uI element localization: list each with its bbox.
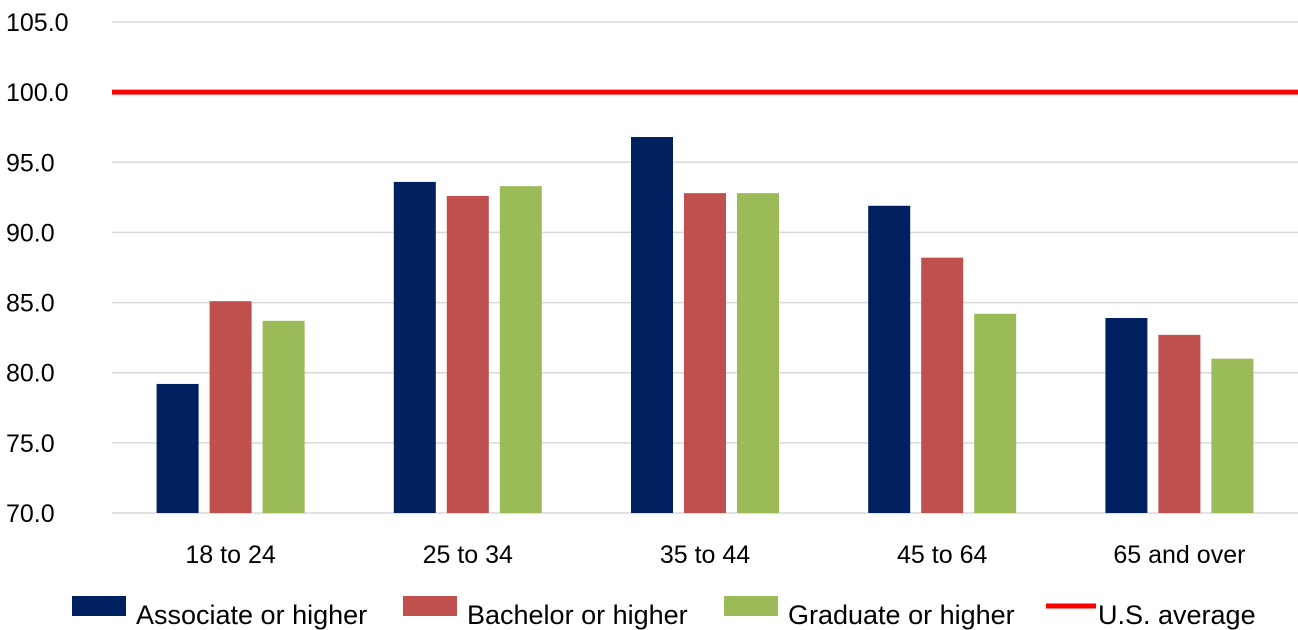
y-tick-label: 70.0 — [6, 500, 55, 528]
y-tick-label: 80.0 — [6, 360, 55, 388]
legend-swatch — [724, 596, 778, 616]
x-category-label: 25 to 34 — [423, 541, 513, 569]
x-category-label: 18 to 24 — [185, 541, 275, 569]
legend: Associate or higher Bachelor or higher Gra… — [72, 596, 1256, 630]
bar-graduate-or-higher-65-and-over — [1211, 358, 1254, 513]
legend-label: Graduate or higher — [788, 600, 1015, 630]
y-axis-tick-labels: 70.0 75.0 80.0 85.0 90.0 95.0 100.0 105.0 — [6, 9, 69, 528]
bar-series — [156, 137, 1254, 514]
bar-associate-or-higher-65-and-over — [1105, 318, 1148, 513]
x-category-label: 35 to 44 — [660, 541, 750, 569]
legend-label: U.S. average — [1098, 600, 1256, 630]
bar-associate-or-higher-25-to-34 — [393, 181, 436, 513]
y-tick-label: 90.0 — [6, 219, 55, 247]
y-tick-label: 105.0 — [6, 9, 69, 37]
y-tick-label: 95.0 — [6, 149, 55, 177]
bar-graduate-or-higher-35-to-44 — [737, 193, 779, 514]
bar-graduate-or-higher-45-to-64 — [974, 313, 1017, 513]
bar-associate-or-higher-45-to-64 — [868, 205, 911, 513]
bar-bachelor-or-higher-18-to-24 — [209, 301, 252, 513]
bar-bachelor-or-higher-25-to-34 — [446, 195, 489, 513]
legend-label: Bachelor or higher — [467, 600, 688, 630]
legend-swatch — [72, 596, 126, 616]
x-axis-category-labels: 18 to 24 25 to 34 35 to 44 45 to 64 65 and o… — [185, 541, 1245, 569]
bar-associate-or-higher-18-to-24 — [156, 383, 199, 513]
bar-associate-or-higher-35-to-44 — [631, 137, 673, 513]
x-category-label: 65 and over — [1113, 541, 1245, 569]
legend-label: Associate or higher — [136, 600, 367, 630]
bar-graduate-or-higher-18-to-24 — [262, 320, 305, 513]
y-tick-label: 100.0 — [6, 79, 69, 107]
bar-bachelor-or-higher-35-to-44 — [684, 193, 726, 514]
bar-graduate-or-higher-25-to-34 — [499, 186, 542, 514]
y-tick-label: 85.0 — [6, 290, 55, 318]
bar-bachelor-or-higher-65-and-over — [1158, 334, 1201, 513]
x-category-label: 45 to 64 — [897, 541, 987, 569]
legend-swatch — [403, 596, 457, 616]
bar-bachelor-or-higher-45-to-64 — [921, 257, 964, 513]
y-tick-label: 75.0 — [6, 430, 55, 458]
